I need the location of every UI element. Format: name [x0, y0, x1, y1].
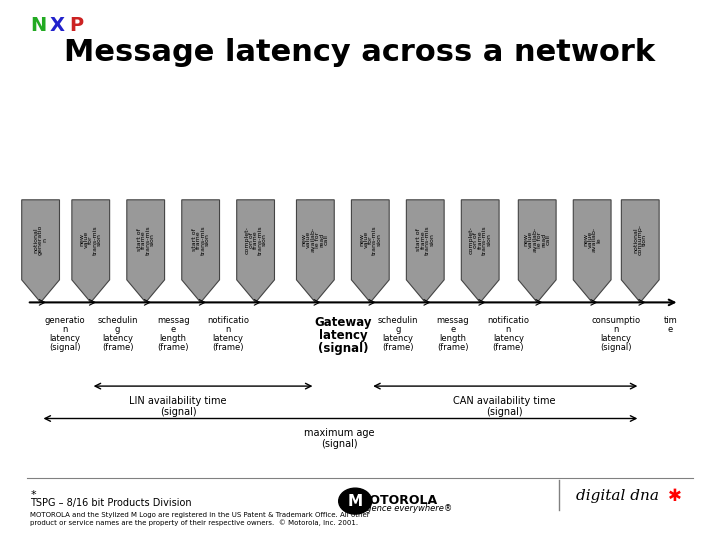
Text: complet-
on of
frame
trans-mis
sion: complet- on of frame trans-mis sion [469, 225, 492, 255]
Text: MOTOROLA: MOTOROLA [358, 494, 438, 507]
Polygon shape [127, 200, 165, 302]
Polygon shape [237, 200, 274, 302]
Text: maximum age
(signal): maximum age (signal) [304, 428, 374, 449]
Text: notificatio
n
latency
(frame): notificatio n latency (frame) [487, 316, 529, 352]
Polygon shape [297, 200, 334, 302]
Text: TSPG – 8/16 bit Products Division: TSPG – 8/16 bit Products Division [30, 498, 192, 508]
Text: new
value
availab-
le: new value availab- le [583, 227, 601, 252]
Text: schedulin
g
latency
(frame): schedulin g latency (frame) [97, 316, 138, 352]
Text: new
value
availab-
le for
read
call: new value availab- le for read call [302, 227, 329, 252]
Text: P: P [69, 16, 83, 35]
Text: LIN availability time
(signal): LIN availability time (signal) [129, 396, 227, 417]
Text: messag
e
length
(frame): messag e length (frame) [157, 316, 189, 352]
Text: X: X [50, 16, 65, 35]
Text: schedulin
g
latency
(frame): schedulin g latency (frame) [377, 316, 418, 352]
Text: new
value
for
trans-mis
sion: new value for trans-mis sion [79, 225, 102, 255]
Text: new
value
for
trans-mis
sion: new value for trans-mis sion [359, 225, 382, 255]
Text: messag
e
length
(frame): messag e length (frame) [436, 316, 469, 352]
Text: notional
consump-
tion: notional consump- tion [634, 224, 647, 255]
Text: generatio
n
latency
(signal): generatio n latency (signal) [45, 316, 85, 352]
Text: MOTOROLA and the Stylized M Logo are registered in the US Patent & Trademark Off: MOTOROLA and the Stylized M Logo are reg… [30, 512, 370, 526]
Polygon shape [573, 200, 611, 302]
Text: notificatio
n
latency
(frame): notificatio n latency (frame) [207, 316, 249, 352]
Text: CAN availability time
(signal): CAN availability time (signal) [453, 396, 556, 417]
Text: ✱: ✱ [667, 487, 682, 505]
Text: intelligence everywhere®: intelligence everywhere® [343, 504, 452, 514]
Text: consumptio
n
latency
(signal): consumptio n latency (signal) [592, 316, 641, 352]
Text: new
value
availab-
le for
read
call: new value availab- le for read call [523, 227, 551, 252]
Text: tim
e: tim e [664, 316, 678, 334]
Polygon shape [518, 200, 556, 302]
Polygon shape [621, 200, 659, 302]
Polygon shape [351, 200, 390, 302]
Text: M: M [348, 494, 363, 509]
Text: Message latency across a network: Message latency across a network [64, 38, 656, 67]
Text: Gateway
latency
(signal): Gateway latency (signal) [314, 316, 372, 355]
Text: notional
generatio
n: notional generatio n [34, 225, 48, 255]
Polygon shape [181, 200, 220, 302]
Polygon shape [462, 200, 499, 302]
Text: digital dna: digital dna [576, 489, 659, 503]
Text: complet-
on of
frame
trans-mis
sion: complet- on of frame trans-mis sion [244, 225, 267, 255]
Polygon shape [406, 200, 444, 302]
Text: start of
frame
trans-mis
sion: start of frame trans-mis sion [192, 225, 210, 255]
Text: *: * [30, 490, 36, 501]
Polygon shape [72, 200, 109, 302]
Circle shape [338, 488, 372, 514]
Text: start of
frame
trans-mis
sion: start of frame trans-mis sion [137, 225, 155, 255]
Polygon shape [22, 200, 60, 302]
Text: start of
frame
trans-mis
sion: start of frame trans-mis sion [416, 225, 434, 255]
Text: N: N [30, 16, 47, 35]
